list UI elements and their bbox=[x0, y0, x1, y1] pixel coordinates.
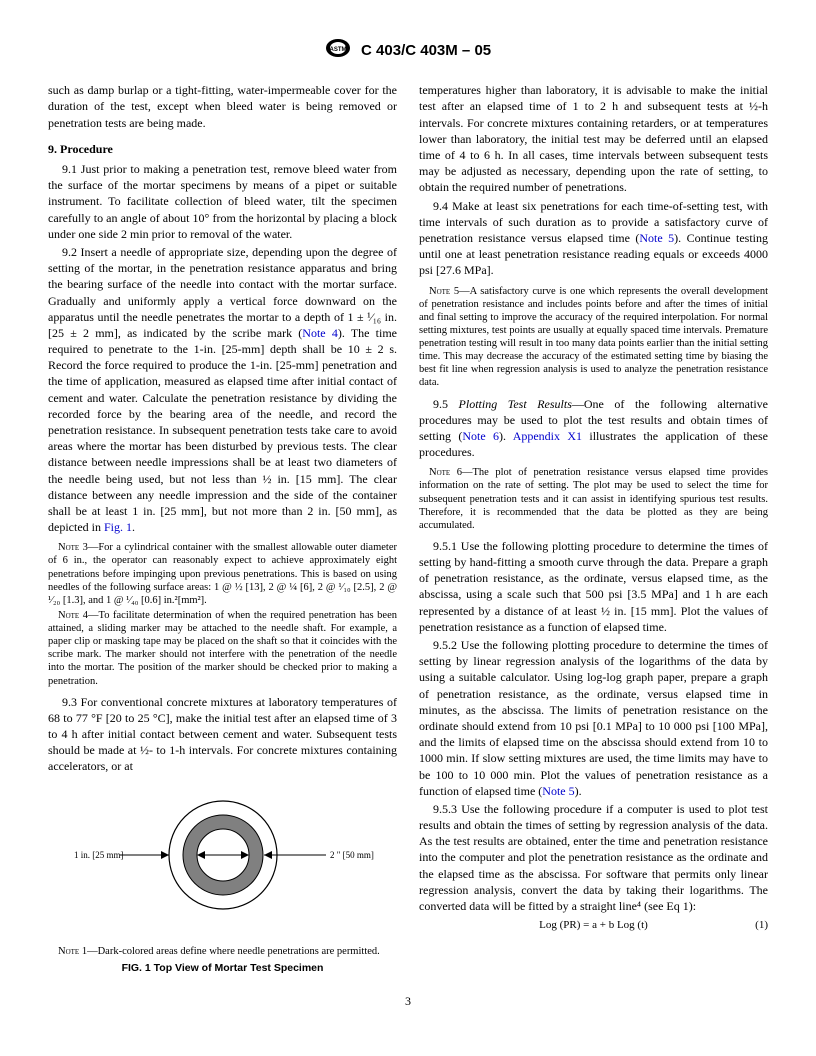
fig-note: Note 1—Dark-colored areas define where n… bbox=[48, 945, 397, 959]
section-9-title: 9. Procedure bbox=[48, 141, 397, 157]
para-9-3-cont: temperatures higher than laboratory, it … bbox=[419, 82, 768, 195]
note-4-ref: Note 4 bbox=[302, 326, 338, 340]
fig-1-ref: Fig. 1 bbox=[104, 520, 132, 534]
para-9-5-3: 9.5.3 Use the following procedure if a c… bbox=[419, 801, 768, 914]
astm-logo-icon: ASTM bbox=[325, 38, 351, 64]
note-5: Note 5—A satisfactory curve is one which… bbox=[419, 285, 768, 390]
svg-text:ASTM: ASTM bbox=[329, 47, 346, 53]
fig-title: FIG. 1 Top View of Mortar Test Specimen bbox=[48, 961, 397, 975]
para-9-5-title: Plotting Test Results bbox=[459, 397, 572, 411]
para-9-5: 9.5 Plotting Test Results—One of the fol… bbox=[419, 396, 768, 461]
text-columns: such as damp burlap or a tight-fitting, … bbox=[48, 82, 768, 975]
para-9-2: 9.2 Insert a needle of appropriate size,… bbox=[48, 244, 397, 535]
note-5-ref: Note 5 bbox=[639, 231, 674, 245]
note-5-ref-2: Note 5 bbox=[542, 784, 574, 798]
para-9-1: 9.1 Just prior to making a penetration t… bbox=[48, 161, 397, 242]
page-header: ASTM C 403/C 403M – 05 bbox=[48, 38, 768, 64]
eq-number: (1) bbox=[755, 918, 768, 933]
note-4-label: Note 4— bbox=[58, 610, 99, 621]
appendix-x1-ref: Appendix X1 bbox=[513, 429, 582, 443]
note-5-label: Note 5— bbox=[429, 286, 470, 297]
note-6-ref: Note 6 bbox=[462, 429, 499, 443]
para-9-5-1: 9.5.1 Use the following plotting procedu… bbox=[419, 538, 768, 635]
para-9-3: 9.3 For conventional concrete mixtures a… bbox=[48, 694, 397, 775]
para-9-5-2: 9.5.2 Use the following plotting procedu… bbox=[419, 637, 768, 799]
intro-continuation: such as damp burlap or a tight-fitting, … bbox=[48, 82, 397, 131]
fig-label-right: 2 " [50 mm] bbox=[330, 850, 374, 860]
designation: C 403/C 403M – 05 bbox=[361, 42, 491, 59]
fig-label-left: 1 in. [25 mm] bbox=[74, 850, 124, 860]
note-6-label: Note 6— bbox=[429, 467, 472, 478]
equation-1: Log (PR) = a + b Log (t) (1) bbox=[419, 918, 768, 933]
note-6: Note 6—The plot of penetration resistanc… bbox=[419, 466, 768, 532]
page-number: 3 bbox=[48, 993, 768, 1009]
para-9-4: 9.4 Make at least six penetrations for e… bbox=[419, 198, 768, 279]
note-3-label: Note 3— bbox=[58, 542, 98, 553]
figure-1: 1 in. [25 mm] 2 " [50 mm] Note 1—Dark-co… bbox=[48, 785, 397, 976]
note-3: Note 3—For a cylindrical container with … bbox=[48, 541, 397, 687]
mortar-specimen-diagram: 1 in. [25 mm] 2 " [50 mm] bbox=[68, 785, 378, 935]
